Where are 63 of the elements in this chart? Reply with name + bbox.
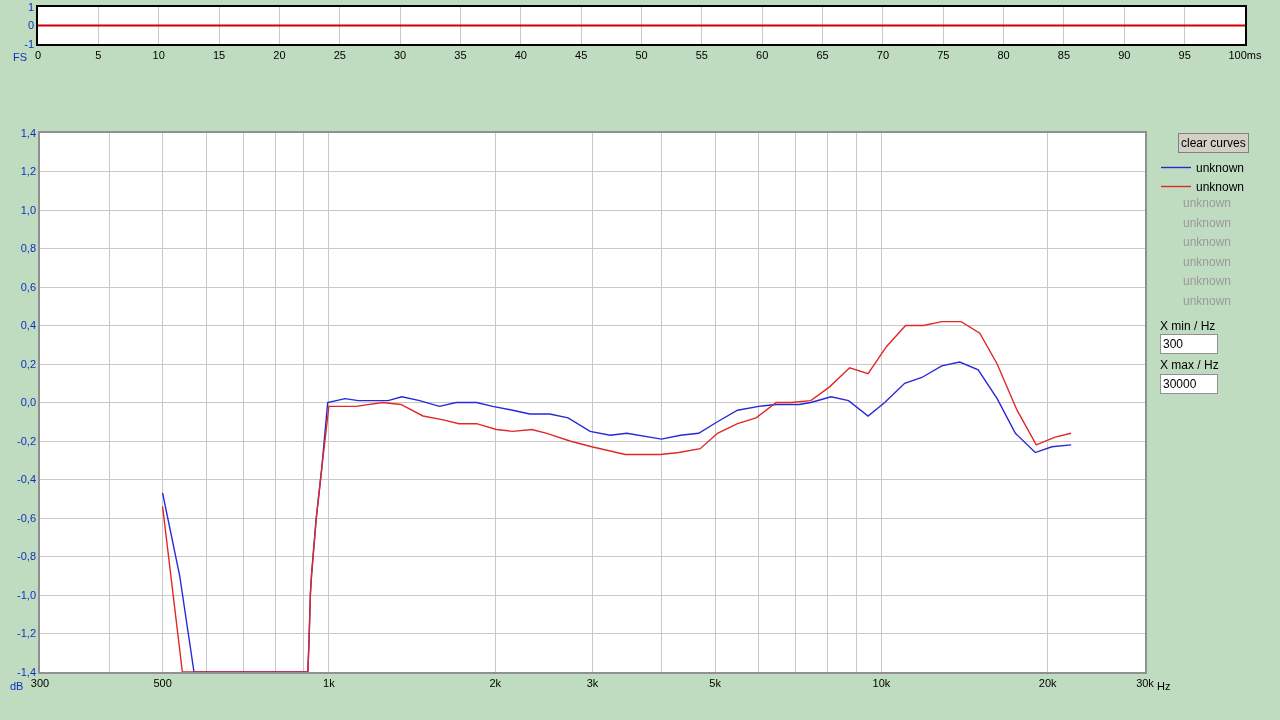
x-tick-label: 50 <box>635 48 648 61</box>
legend-label: unknown <box>1196 180 1245 195</box>
x-tick-label: 2k <box>489 676 502 689</box>
y-tick-label: 0,6 <box>20 280 37 293</box>
y-tick-label: -1,4 <box>17 665 37 678</box>
x-tick-label: 75 <box>937 48 950 61</box>
y-tick-label: 1,0 <box>20 203 37 216</box>
x-tick-label: 95 <box>1178 48 1191 61</box>
x-tick-label: 300 <box>30 676 50 689</box>
x-tick-label: 40 <box>514 48 527 61</box>
y-tick-label: 1,4 <box>20 126 37 139</box>
text: X min / Hz <box>1160 319 1216 333</box>
x-tick-label: 65 <box>816 48 829 61</box>
y-tick-label: 0,2 <box>20 357 37 370</box>
text: clear curves <box>1181 136 1246 150</box>
y-tick-label: 0,8 <box>20 242 37 255</box>
y-tick-label: -1 <box>24 37 35 50</box>
y-tick-label: -1,2 <box>17 627 37 640</box>
x-tick-label: 35 <box>454 48 467 61</box>
text: unknown <box>1183 196 1232 210</box>
x-tick-label: 10 <box>152 48 165 61</box>
text: 300 <box>1163 337 1184 351</box>
x-tick-label: 25 <box>333 48 346 61</box>
y-tick-label: 1,2 <box>20 165 37 178</box>
x-tick-label: 20 <box>273 48 286 61</box>
x-tick-label: 70 <box>876 48 890 61</box>
x-tick-label: 100ms <box>1228 48 1262 61</box>
text: unknown <box>1183 294 1232 308</box>
text: unknown <box>1183 216 1232 230</box>
y-tick-label: -1,0 <box>17 588 37 601</box>
y-tick-label: -0,2 <box>17 434 37 447</box>
y-tick-label: 1 <box>27 0 35 13</box>
y-tick-label: 0,0 <box>20 396 37 409</box>
y-tick-label: 0 <box>27 19 35 32</box>
x-tick-label: 30 <box>393 48 407 61</box>
x-tick-label: 85 <box>1057 48 1071 61</box>
x-tick-label: 55 <box>695 48 708 61</box>
x-tick-label: 60 <box>756 48 769 61</box>
text: unknown <box>1183 235 1232 249</box>
text: 30000 <box>1163 377 1197 391</box>
x-tick-label: 500 <box>153 676 172 689</box>
x-tick-label: 45 <box>575 48 588 61</box>
text: unknown <box>1183 274 1232 288</box>
x-tick-label: 10k <box>872 676 891 689</box>
x-tick-label: 90 <box>1118 48 1131 61</box>
y-tick-label: -0,8 <box>17 550 37 563</box>
y-tick-label: -0,4 <box>17 473 37 486</box>
legend-label: unknown <box>1196 161 1245 176</box>
x-tick-label: 80 <box>997 48 1010 61</box>
y-axis-title: FS <box>13 51 28 63</box>
x-tick-label: 30k <box>1136 676 1155 689</box>
y-tick-label: 0,4 <box>20 319 37 332</box>
y-tick-label: -0,6 <box>17 511 37 524</box>
x-tick-label: 5k <box>709 676 722 689</box>
x-tick-label: 1k <box>323 676 336 689</box>
x-tick-label: 20k <box>1038 676 1058 689</box>
y-axis-title: dB <box>10 680 24 692</box>
x-tick-label: 5 <box>95 48 102 61</box>
x-tick-label: 15 <box>212 48 226 61</box>
x-tick-label: 3k <box>586 676 599 689</box>
x-axis-title: Hz <box>1157 680 1171 692</box>
text: X max / Hz <box>1160 358 1219 372</box>
text: unknown <box>1183 255 1232 269</box>
